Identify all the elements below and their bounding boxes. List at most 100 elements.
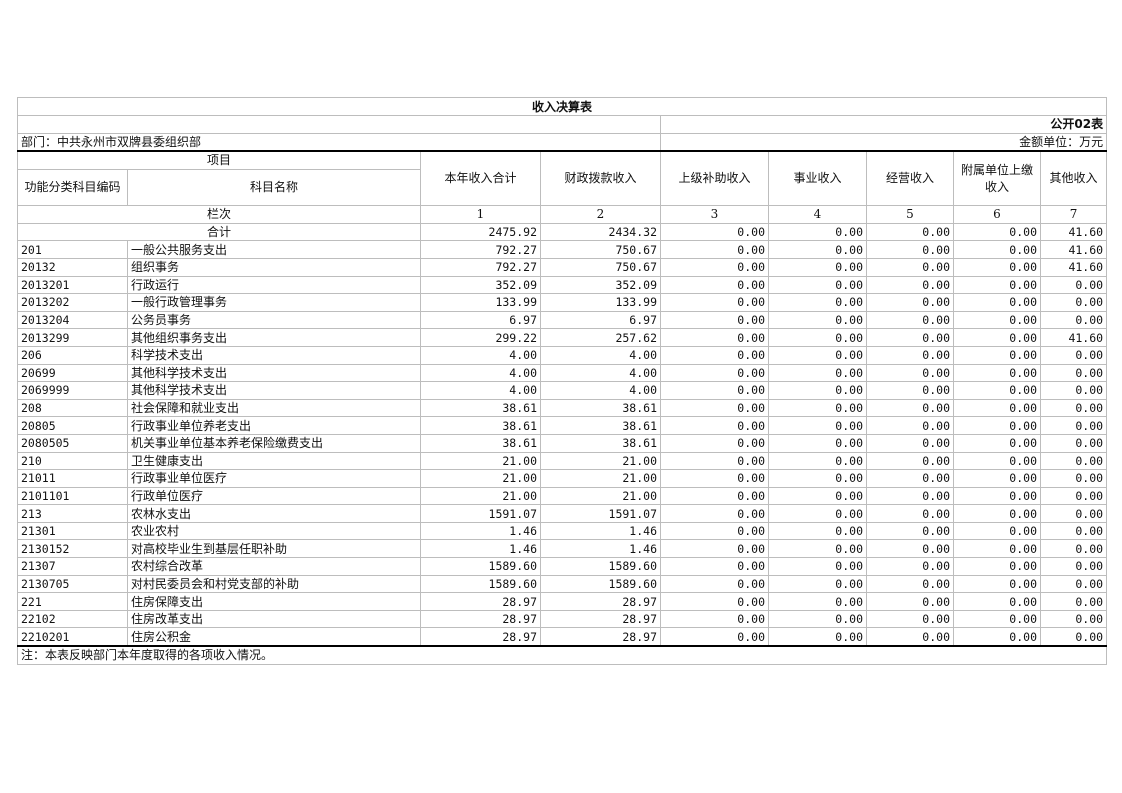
header-col-6: 附属单位上缴收入 [953,150,1041,207]
amount-cell: 38.61 [420,433,541,453]
amount-cell: 0.00 [953,433,1041,453]
amount-cell: 0.00 [660,240,769,259]
table-row: 20805 行政事业单位养老支出 38.61 38.61 0.00 0.00 0.00 0.0… [17,416,1108,435]
subject-name: 其他科学技术支出 [127,363,421,383]
table-row: 2130705 对村民委员会和村党支部的补助 1589.60 1589.60 0.00 0… [17,574,1108,594]
subject-code: 2130152 [17,539,128,559]
amount-cell: 0.00 [1039,504,1108,523]
header-col-2: 财政拨款收入 [540,150,661,207]
table-row: 21011 行政事业单位医疗 21.00 21.00 0.00 0.00 0.00 0.00 0… [17,469,1108,488]
amount-cell: 28.97 [420,609,541,629]
header-col-7: 其他收入 [1039,150,1108,207]
amount-cell: 21.00 [420,469,541,488]
header-col-5: 经营收入 [866,150,954,207]
subject-name: 社会保障和就业支出 [127,398,421,418]
table-row: 2101101 行政单位医疗 21.00 21.00 0.00 0.00 0.00 0.00 0… [17,486,1108,506]
table-row: 20699 其他科学技术支出 4.00 4.00 0.00 0.00 0.00 0.00 0.0… [17,363,1108,383]
amount-cell: 0.00 [1039,609,1108,629]
header-item: 项目 [17,150,421,171]
amount-cell: 0.00 [1039,539,1108,559]
amount-cell: 0.00 [660,574,769,594]
amount-cell: 4.00 [540,381,661,400]
subject-code: 20132 [17,257,128,277]
amount-cell: 0.00 [660,275,769,295]
amount-cell: 0.00 [953,557,1041,576]
amount-cell: 0.00 [866,627,954,647]
amount-cell: 21.00 [420,451,541,471]
amount-cell: 0.00 [866,240,954,259]
amount-cell: 1.46 [540,521,661,541]
subject-code: 21011 [17,469,128,488]
form-number: 公开02表 [659,115,1108,134]
table-row: 2130152 对高校毕业生到基层任职补助 1.46 1.46 0.00 0.00 0.00… [17,539,1108,559]
amount-cell: 0.00 [866,345,954,365]
subject-code: 210 [17,451,128,471]
amount-cell: 0.00 [768,574,867,594]
amount-cell: 0.00 [866,363,954,383]
amount-cell: 0.00 [768,328,867,347]
amount-cell: 0.00 [660,416,769,435]
subject-name: 其他科学技术支出 [127,381,421,400]
amount-cell: 0.00 [768,381,867,400]
header-col-1: 本年收入合计 [420,150,541,207]
subject-name: 住房保障支出 [127,592,421,611]
table-row: 2069999 其他科学技术支出 4.00 4.00 0.00 0.00 0.00 0.00 0… [17,381,1108,400]
amount-cell: 0.00 [866,557,954,576]
subject-name: 其他组织事务支出 [127,328,421,347]
total-value: 0.00 [768,222,867,242]
amount-cell: 352.09 [540,275,661,295]
amount-cell: 0.00 [1039,433,1108,453]
subject-code: 2013202 [17,293,128,312]
amount-cell: 0.00 [1039,574,1108,594]
subject-name: 一般行政管理事务 [127,293,421,312]
amount-cell: 0.00 [953,521,1041,541]
amount-cell: 28.97 [540,592,661,611]
column-index: 6 [953,205,1041,224]
subject-name: 行政事业单位医疗 [127,469,421,488]
amount-cell: 0.00 [866,328,954,347]
amount-cell: 4.00 [420,363,541,383]
total-value: 0.00 [866,222,954,242]
subject-name: 对村民委员会和村党支部的补助 [127,574,421,594]
amount-cell: 0.00 [866,592,954,611]
subject-name: 农林水支出 [127,504,421,523]
amount-cell: 0.00 [953,609,1041,629]
subject-code: 213 [17,504,128,523]
amount-cell: 4.00 [540,345,661,365]
column-index-label: 栏次 [17,205,421,224]
table-row: 208 社会保障和就业支出 38.61 38.61 0.00 0.00 0.00 0.00 0.… [17,398,1108,418]
amount-cell: 0.00 [660,539,769,559]
amount-cell: 0.00 [1039,592,1108,611]
amount-cell: 0.00 [953,345,1041,365]
amount-cell: 4.00 [540,363,661,383]
amount-cell: 0.00 [1039,469,1108,488]
amount-cell: 1.46 [540,539,661,559]
amount-cell: 0.00 [768,504,867,523]
amount-cell: 0.00 [866,398,954,418]
amount-cell: 0.00 [953,293,1041,312]
amount-cell: 0.00 [866,504,954,523]
amount-cell: 0.00 [866,609,954,629]
amount-cell: 0.00 [866,451,954,471]
amount-cell: 0.00 [953,574,1041,594]
amount-cell: 0.00 [660,451,769,471]
total-value: 2475.92 [420,222,541,242]
amount-cell: 21.00 [540,486,661,506]
amount-cell: 0.00 [660,398,769,418]
amount-cell: 28.97 [540,609,661,629]
amount-cell: 38.61 [420,398,541,418]
amount-cell: 0.00 [866,539,954,559]
amount-cell: 0.00 [768,609,867,629]
amount-cell: 0.00 [768,469,867,488]
subject-code: 221 [17,592,128,611]
table-title: 收入决算表 [16,97,1108,116]
amount-cell: 0.00 [953,451,1041,471]
amount-cell: 1591.07 [540,504,661,523]
amount-cell: 0.00 [953,275,1041,295]
amount-cell: 21.00 [540,451,661,471]
header-col-4: 事业收入 [768,150,867,207]
table-row: 210 卫生健康支出 21.00 21.00 0.00 0.00 0.00 0.00 0.00 [17,451,1108,471]
subject-code: 2080505 [17,433,128,453]
amount-cell: 0.00 [768,521,867,541]
subject-name: 科学技术支出 [127,345,421,365]
